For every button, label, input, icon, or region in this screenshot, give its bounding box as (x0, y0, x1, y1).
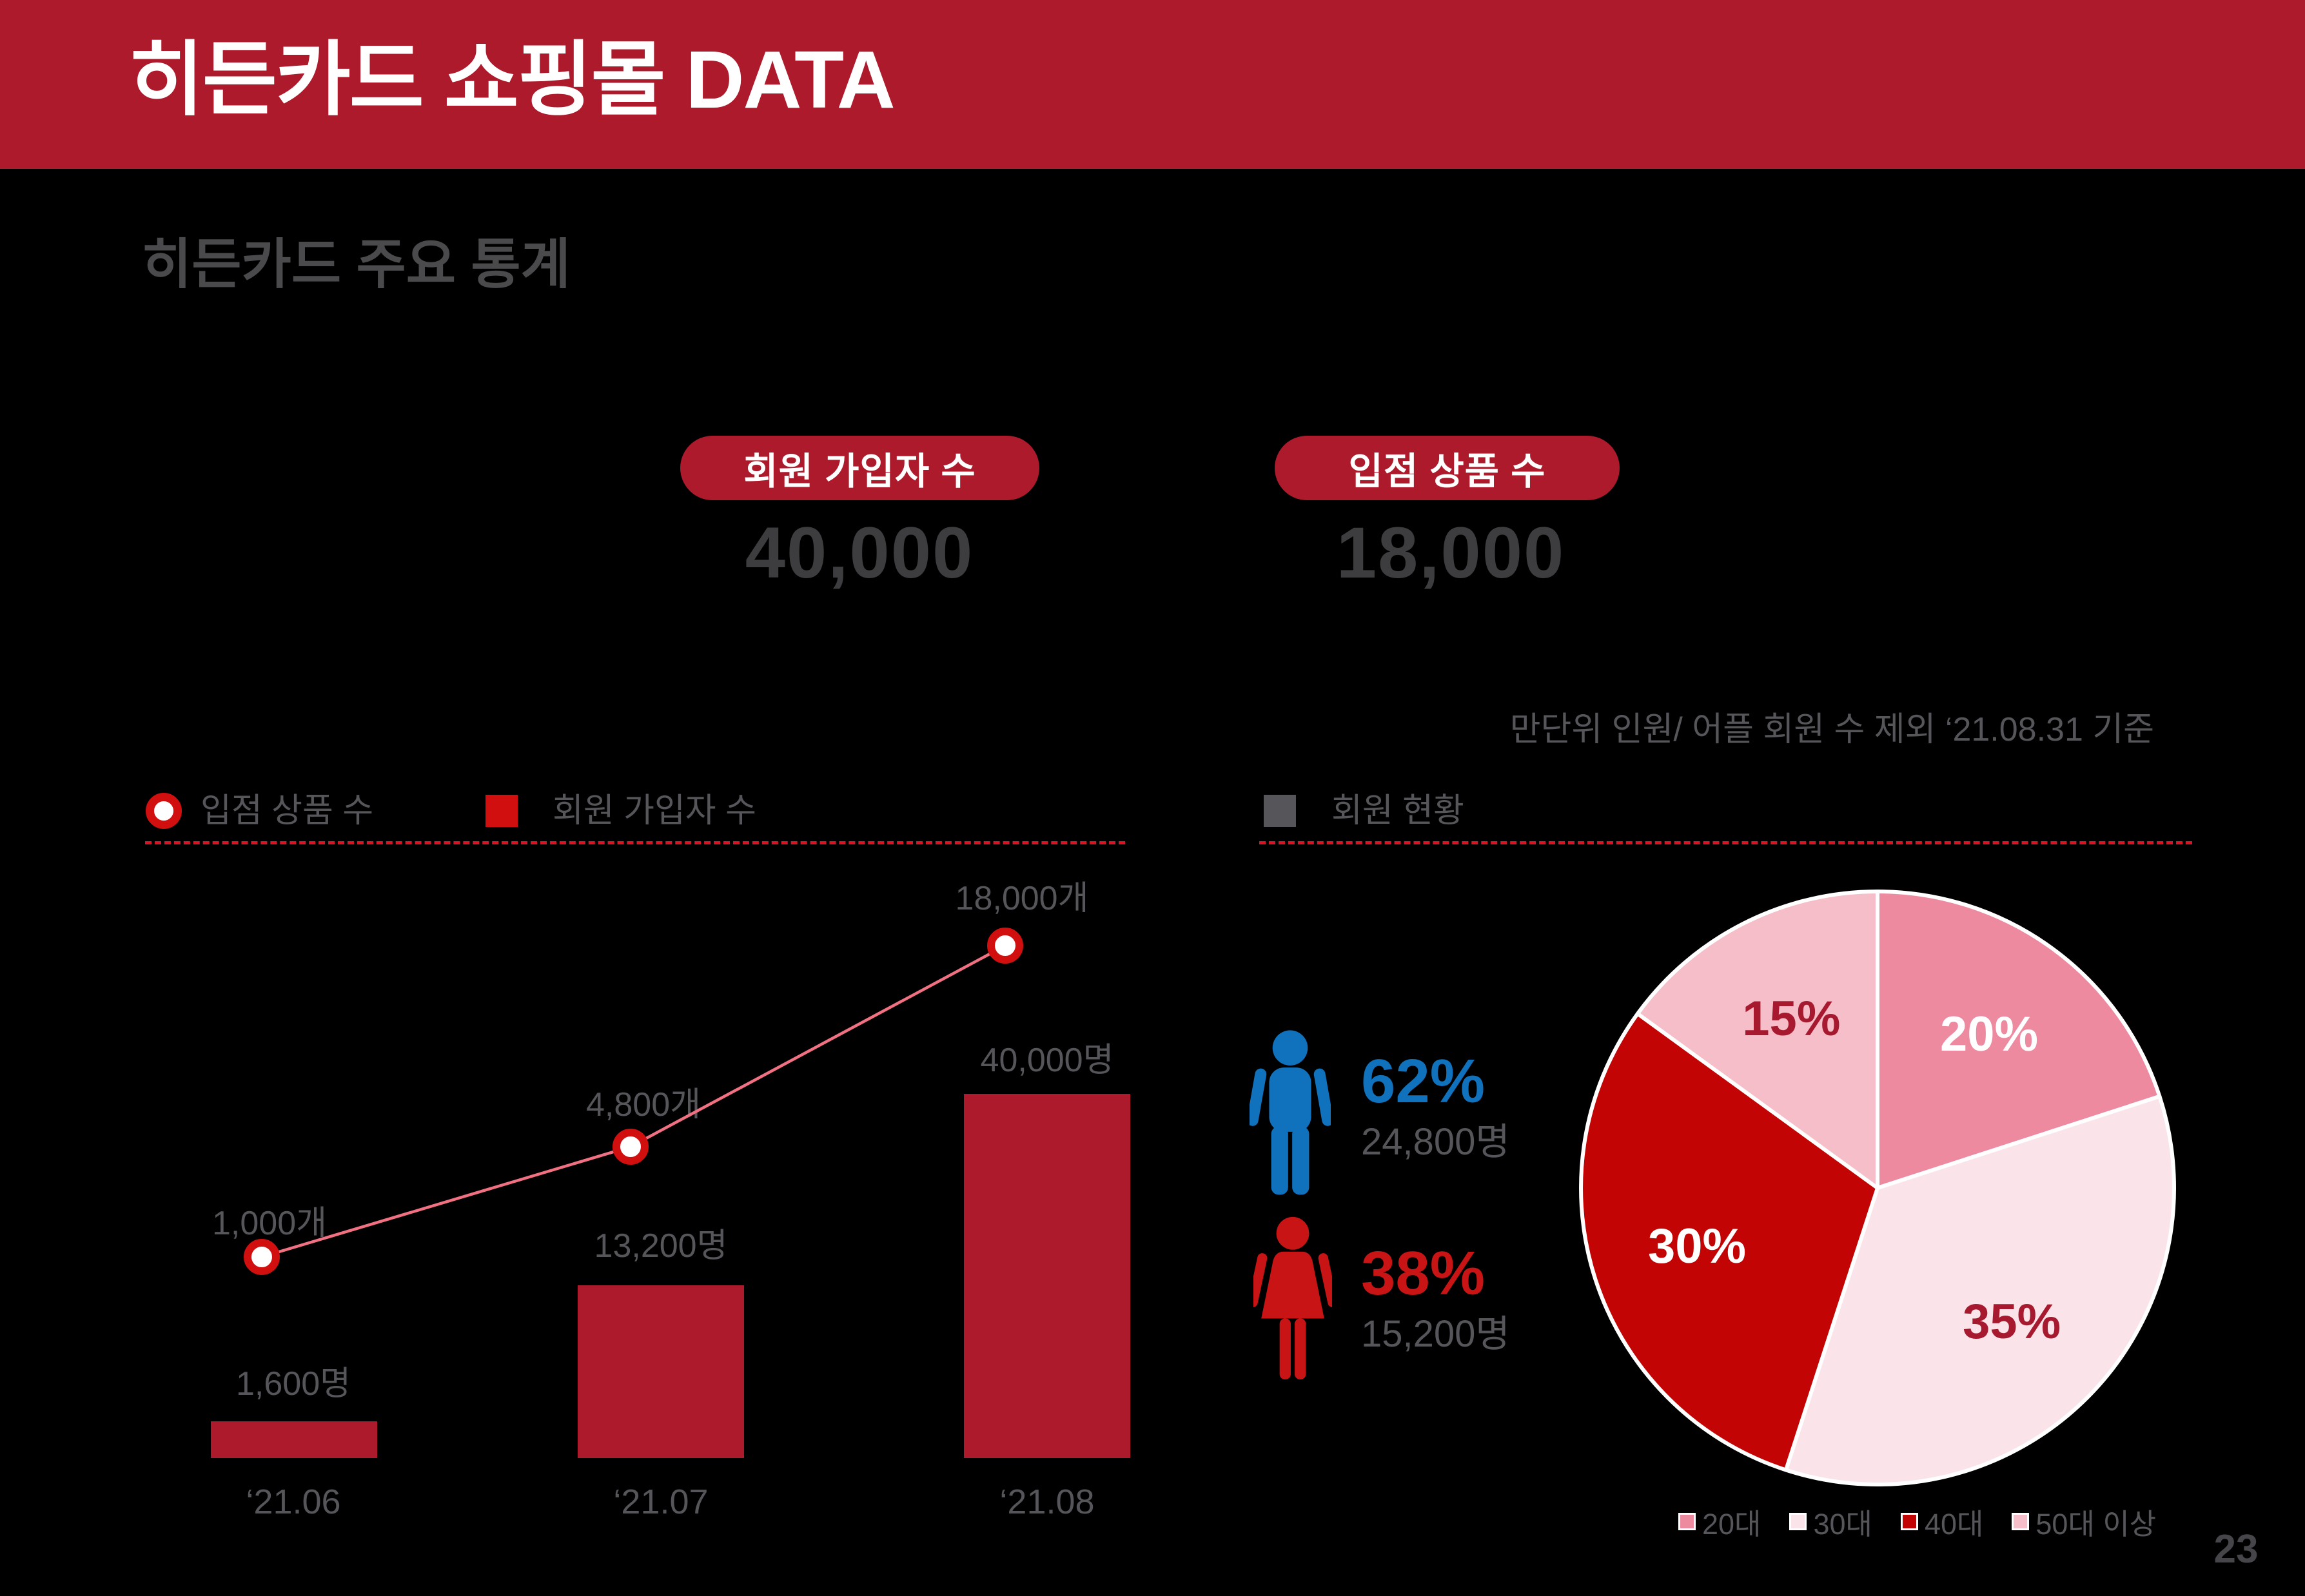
pie-slice-label: 15% (1742, 991, 1841, 1046)
kpi-value-products: 18,000 (1336, 512, 1565, 593)
page-title: 히든카드 쇼핑몰 DATA (129, 34, 896, 125)
female-count: 15,200명 (1361, 1313, 1510, 1355)
kpi-badge-products: 입점 상품 수 (1275, 436, 1620, 500)
left-section-divider (145, 841, 1125, 844)
bar-series-legend-marker-icon (486, 795, 518, 827)
page-number: 23 (2213, 1527, 2259, 1572)
kpi-badge-products-label: 입점 상품 수 (1348, 451, 1546, 492)
kpi-badge-members: 회원 가입자 수 (680, 436, 1039, 500)
female-person-icon (1253, 1216, 1332, 1380)
pie-legend: 20대 30대 40대 50대 이상 (1678, 1501, 2156, 1542)
line-series-legend-label: 입점 상품 수 (201, 792, 374, 830)
pie-slice-label: 30% (1647, 1218, 1747, 1274)
kpi-badge-members-label: 회원 가입자 수 (743, 451, 976, 492)
bar (211, 1421, 377, 1458)
pie-legend-swatch (1678, 1513, 1696, 1530)
x-axis-label: ‘21.06 (246, 1483, 341, 1521)
male-percent: 62% (1361, 1047, 1486, 1116)
pie-legend-item: 20대 (1678, 1501, 1761, 1542)
x-axis-label: ‘21.08 (999, 1483, 1095, 1521)
female-percent: 38% (1361, 1239, 1486, 1308)
pie-legend-swatch (1789, 1513, 1807, 1530)
pie-slice-label: 20% (1939, 1006, 2039, 1062)
pie (1579, 890, 2176, 1486)
line-point-label: 18,000개 (955, 880, 1089, 917)
pie-legend-item: 30대 (1789, 1501, 1872, 1542)
pie-legend-label: 50대 이상 (2035, 1508, 2157, 1541)
male-person-icon (1250, 1030, 1331, 1195)
pie-slice (1635, 890, 1879, 1190)
pie-legend-swatch (2012, 1513, 2030, 1530)
bar-value-label: 1,600명 (236, 1365, 351, 1403)
bar-series-legend-label: 회원 가입자 수 (553, 792, 756, 830)
pie-section-legend-marker-icon (1264, 795, 1296, 827)
pie-slice (1876, 890, 2162, 1190)
pie-slice (1579, 1011, 1879, 1472)
pie-legend-label: 30대 (1813, 1508, 1872, 1541)
pie-section-legend-label: 회원 현황 (1331, 792, 1464, 830)
kpi-value-members: 40,000 (745, 512, 974, 593)
pie-legend-item: 40대 (1900, 1501, 1984, 1542)
x-axis-label: ‘21.07 (613, 1483, 709, 1521)
pie-slice-label: 35% (1963, 1294, 2061, 1350)
header-banner (0, 0, 2305, 169)
male-count: 24,800명 (1361, 1121, 1510, 1163)
pie-slice (1783, 1094, 2176, 1486)
pie-legend-swatch (1900, 1513, 1918, 1530)
pie-legend-label: 40대 (1924, 1508, 1984, 1541)
pie-legend-label: 20대 (1702, 1508, 1761, 1541)
pie-legend-item: 50대 이상 (2012, 1501, 2156, 1542)
footnote: 만단위 인원/ 어플 회원 수 제외 ‘21.08.31 기준 (1509, 711, 2154, 748)
right-section-divider (1259, 841, 2192, 844)
section-subtitle: 히든카드 주요 통계 (142, 234, 571, 295)
bar (578, 1285, 744, 1458)
